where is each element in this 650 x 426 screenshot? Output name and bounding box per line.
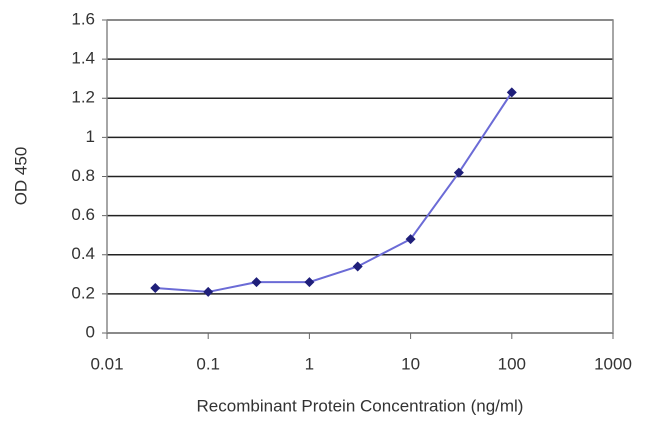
- x-tick-label: 1: [305, 354, 314, 373]
- plot-area: [106, 19, 614, 334]
- x-axis-label: Recombinant Protein Concentration (ng/ml…: [197, 396, 524, 415]
- data-point: [150, 283, 161, 294]
- x-tick-label: 1000: [594, 354, 632, 373]
- x-tick-label: 0.1: [196, 354, 220, 373]
- y-tick-label: 0.8: [71, 166, 95, 185]
- data-point: [203, 286, 214, 297]
- y-tick-label: 0.2: [71, 283, 95, 302]
- series-line: [155, 91, 513, 293]
- y-tick-label: 0.4: [71, 244, 95, 263]
- y-tick-label: 1.4: [71, 49, 95, 68]
- y-tick-label: 0.6: [71, 205, 95, 224]
- y-tick-label: 1: [86, 127, 95, 146]
- y-axis-label: OD 450: [11, 147, 30, 206]
- data-point: [352, 261, 363, 272]
- data-point: [405, 234, 416, 245]
- y-tick-label: 1.2: [71, 88, 95, 107]
- data-point: [304, 277, 315, 288]
- x-tick-label: 100: [498, 354, 526, 373]
- x-tick-label: 0.01: [90, 354, 123, 373]
- data-point: [453, 167, 464, 178]
- y-tick-label: 1.6: [71, 9, 95, 28]
- data-point: [506, 87, 517, 98]
- y-tick-label: 0: [86, 322, 95, 341]
- x-tick-label: 10: [401, 354, 420, 373]
- data-point: [251, 277, 262, 288]
